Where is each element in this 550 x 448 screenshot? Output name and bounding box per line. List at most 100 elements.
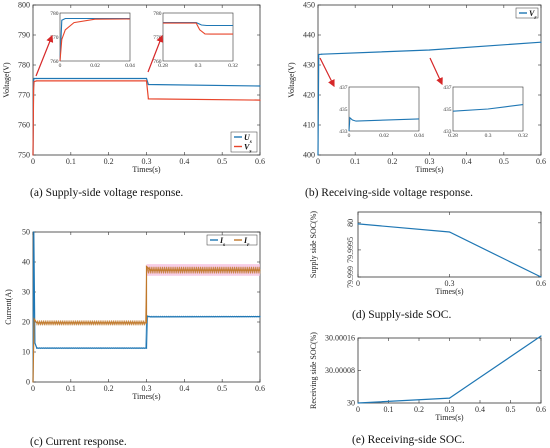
inset-x-tick-label: 0.28 [158, 63, 168, 69]
legend-label: Is [219, 236, 225, 248]
x-tick-label: 0.1 [384, 405, 394, 414]
legend-label: Vs [244, 142, 251, 154]
legend-label: Ir [243, 236, 250, 248]
y-axis-label: Voltage(V) [2, 62, 11, 98]
y-tick-label: 40 [22, 258, 30, 267]
y-tick-label: 30.00016 [325, 334, 355, 343]
legend-box [206, 234, 258, 246]
inset-y-tick-label: 435 [443, 107, 452, 113]
data-point-I_s [33, 231, 35, 233]
x-tick-label: 0.2 [387, 157, 397, 166]
chart-panel-b: 0 0.1 0.2 0.3 0.4 0.5 0.6 400 410 420 430 440 450 Tim… [287, 1, 546, 175]
chart-panel-d: 0 0.3 0.6 79.999 79.9995 80 Times(s) Supply sid… [309, 211, 546, 296]
x-axis-label: Times(s) [415, 165, 443, 174]
y-tick-label: 30 [347, 399, 355, 408]
y-tick-label: 30.00008 [325, 366, 355, 375]
x-tick-label: 0.2 [104, 384, 114, 393]
x-tick-label: 0.5 [506, 405, 516, 414]
inset-y-tick-label: 780 [153, 11, 162, 17]
y-tick-label: 430 [303, 61, 315, 70]
inset-frame [162, 12, 234, 62]
inset-y-tick-label: 760 [153, 59, 162, 65]
inset-frame [59, 12, 131, 62]
data-point-V_s [33, 80, 35, 83]
data-point-I_r [145, 265, 148, 268]
inset-y-tick-label: 433 [443, 129, 452, 135]
inset-x-tick-label: 0 [59, 63, 62, 69]
data-point-I_r [33, 318, 35, 320]
inset-x-tick-label: 0.04 [414, 133, 424, 139]
y-tick-label: 80 [346, 219, 355, 227]
data-point-V_r [428, 49, 431, 51]
inset-x-tick-label: 0.02 [90, 63, 100, 69]
inset-y-tick-label: 437 [339, 85, 348, 91]
data-point-V_r [321, 53, 323, 55]
x-tick-label: 0.6 [255, 384, 265, 393]
y-tick-label: 420 [303, 91, 315, 100]
x-tick-label: 0.2 [414, 405, 424, 414]
inset-series-line [348, 116, 420, 132]
x-tick-label: 0.3 [142, 384, 152, 393]
x-tick-label: 0 [316, 157, 320, 166]
data-point-SOC_s [448, 231, 451, 233]
y-tick-label: 760 [18, 121, 30, 130]
data-point-V_s [259, 99, 261, 101]
zoom-arrow [429, 57, 443, 86]
zoom-inset: 0 0.02 0.04 433 435 437 [339, 85, 424, 139]
caption-e: (e) Receiving-side SOC. [352, 434, 465, 446]
data-point-SOC_s [540, 276, 542, 278]
caption-a: (a) Supply-side voltage response. [30, 187, 183, 199]
x-tick-label: 0.4 [179, 384, 189, 393]
x-tick-label: 0.3 [445, 279, 455, 288]
x-tick-label: 0.6 [536, 157, 546, 166]
data-point-V_r [540, 41, 542, 43]
data-point-I_s [149, 316, 151, 318]
x-axis-label: Times(s) [132, 165, 160, 174]
data-point-I_r [36, 322, 38, 324]
data-point-U_s [145, 77, 148, 80]
x-tick-label: 0.5 [217, 157, 227, 166]
zoom-arrow [147, 34, 164, 73]
inset-x-tick-label: 0.32 [228, 63, 238, 69]
data-point-I_r [145, 322, 148, 324]
data-point-V_s [147, 98, 149, 100]
y-tick-label: 30 [22, 288, 30, 297]
y-tick-label: 780 [18, 61, 30, 70]
x-tick-label: 0.4 [462, 157, 472, 166]
x-tick-label: 0.3 [445, 405, 455, 414]
x-tick-label: 0.1 [350, 157, 360, 166]
data-point-V_r [317, 154, 319, 156]
x-tick-label: 0 [31, 384, 35, 393]
inset-x-tick-label: 0 [348, 133, 351, 139]
data-point-V_s [36, 80, 38, 82]
y-tick-label: 450 [303, 1, 315, 10]
x-axis-label: Times(s) [435, 413, 463, 422]
y-tick-label: 790 [18, 31, 30, 40]
y-tick-label: 50 [22, 228, 30, 237]
x-tick-label: 0.4 [179, 157, 189, 166]
data-point-V_r [318, 53, 320, 56]
zoom-inset: 0.28 0.3 0.32 433 435 437 [443, 85, 528, 139]
x-tick-label: 0.3 [142, 157, 152, 166]
y-tick-label: 20 [22, 318, 30, 327]
inset-series-line [59, 18, 131, 62]
zoom-arrow [319, 57, 335, 88]
chart-panel-e: 0 0.1 0.2 0.3 0.4 0.5 0.6 30 30.00008 30.00016 Tim… [309, 332, 546, 422]
x-tick-label: 0 [356, 279, 360, 288]
caption-d: (d) Supply-side SOC. [352, 309, 451, 321]
x-tick-label: 0.3 [425, 157, 435, 166]
zoom-inset: 0 0.02 0.04 760 770 780 [50, 11, 135, 69]
data-point-SOC_r [357, 402, 359, 404]
x-tick-label: 0.6 [536, 405, 546, 414]
legend-label: Us [244, 133, 252, 145]
inset-x-tick-label: 0.28 [448, 133, 458, 139]
data-point-SOC_s [357, 223, 359, 225]
inset-x-tick-label: 0.3 [195, 63, 202, 69]
y-tick-label: 410 [303, 121, 315, 130]
data-point-I_s [36, 347, 38, 349]
inset-x-tick-label: 0.04 [125, 63, 135, 69]
inset-y-tick-label: 435 [339, 107, 348, 113]
inset-y-tick-label: 433 [339, 129, 348, 135]
y-tick-label: 79.9995 [346, 237, 355, 263]
